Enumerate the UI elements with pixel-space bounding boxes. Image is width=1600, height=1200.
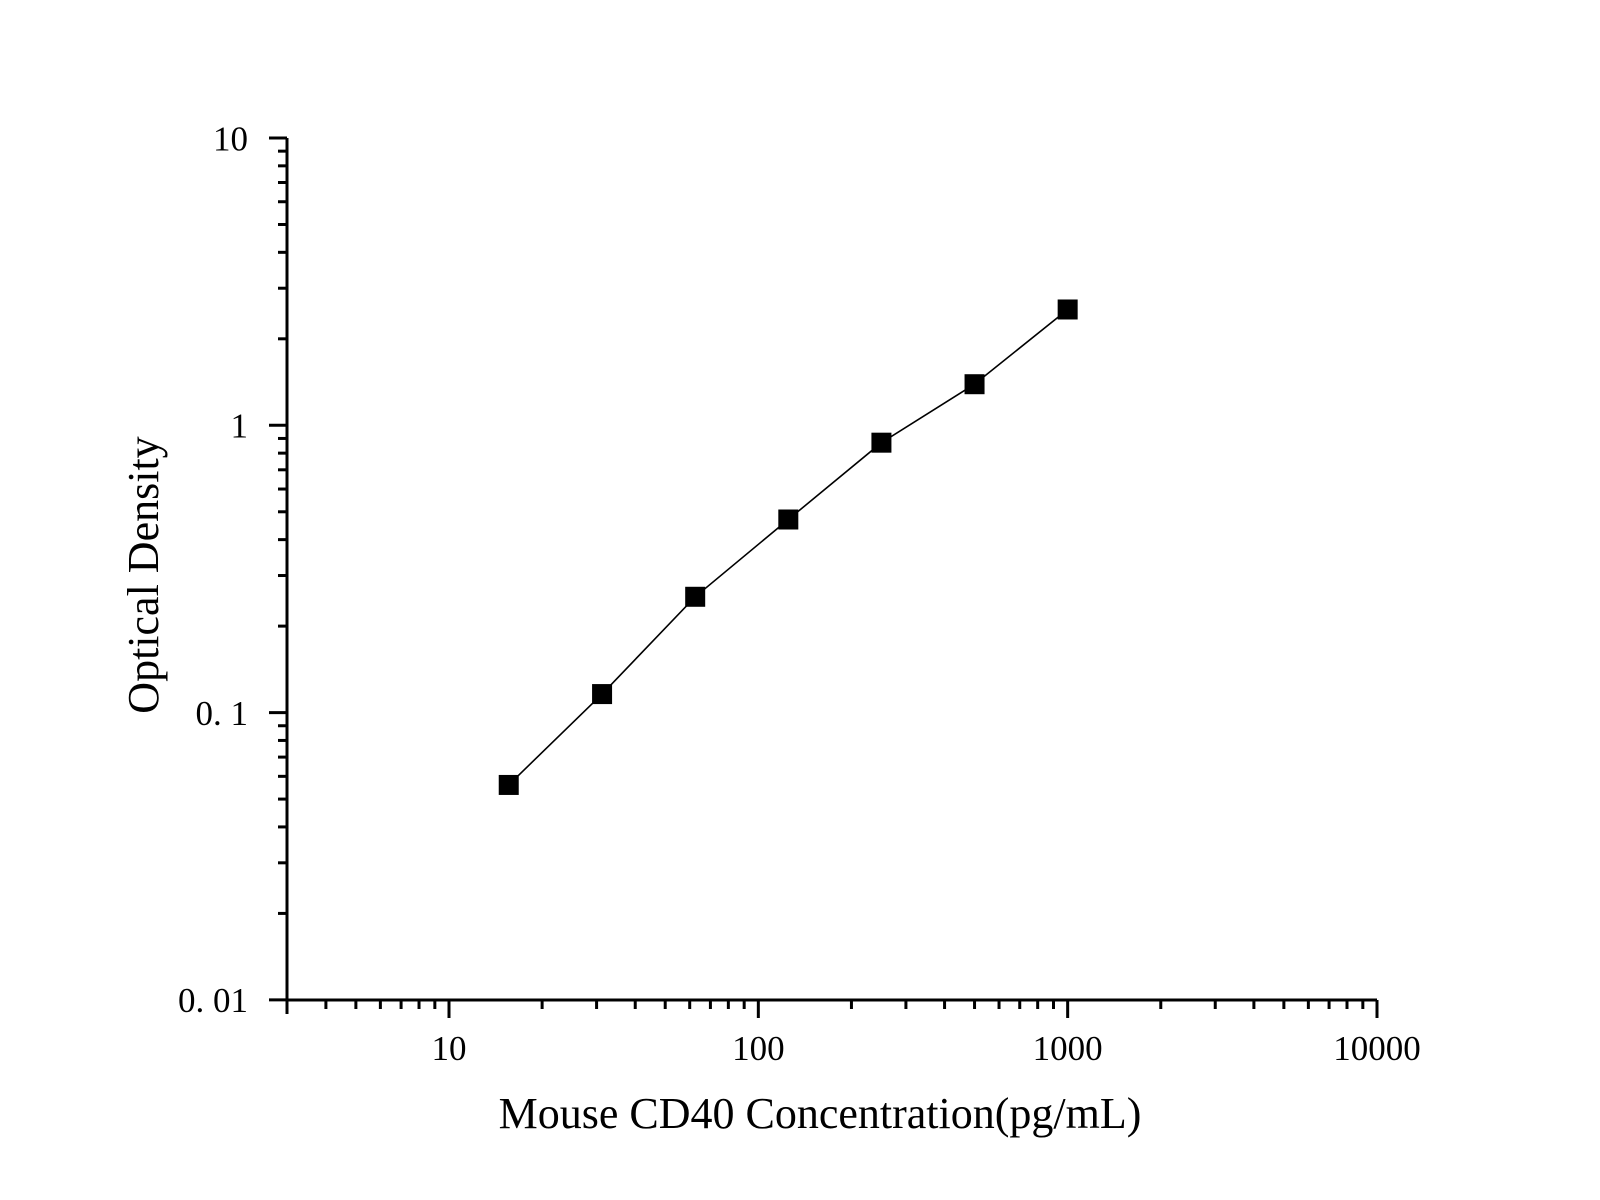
x-axis-title: Mouse CD40 Concentration(pg/mL) — [499, 1089, 1142, 1138]
data-point-marker — [685, 586, 706, 607]
data-point-marker — [964, 374, 985, 395]
y-axis-title: Optical Density — [119, 436, 168, 713]
x-tick-label: 1000 — [1033, 1029, 1103, 1068]
data-point-marker — [592, 684, 613, 705]
y-tick-label: 0. 01 — [178, 981, 248, 1020]
y-tick-label: 0. 1 — [196, 694, 249, 733]
data-point-marker — [778, 509, 799, 530]
data-point-marker — [871, 432, 892, 453]
y-tick-label: 1 — [231, 407, 249, 446]
y-tick-label: 10 — [213, 119, 248, 158]
data-point-marker — [498, 774, 519, 795]
x-tick-label: 10000 — [1333, 1029, 1421, 1068]
x-tick-label: 10 — [432, 1029, 467, 1068]
x-tick-label: 100 — [732, 1029, 785, 1068]
data-point-marker — [1057, 299, 1078, 320]
axes-frame — [285, 138, 1377, 1002]
